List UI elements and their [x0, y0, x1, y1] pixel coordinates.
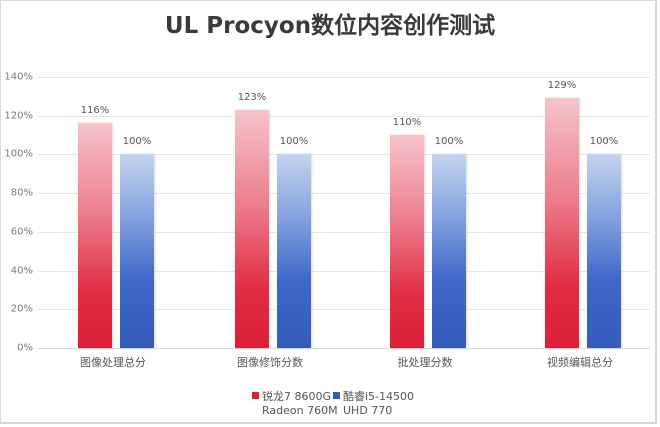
y-tick-label: 120% [4, 110, 33, 122]
legend-swatch-red-icon [252, 392, 259, 399]
x-tick-label: 图像处理总分 [80, 356, 146, 369]
plot-area: 0% 20% 40% 60% 80% 100% 120% 140% 116% 100% 123% 10… [4, 72, 650, 354]
y-tick-label: 80% [10, 187, 33, 199]
gridline [38, 348, 650, 349]
x-tick-label: 视频编辑总分 [547, 356, 613, 369]
gridline [38, 77, 650, 78]
data-label: 100% [279, 136, 309, 148]
bar-intel [277, 154, 311, 348]
legend-sublabel-amd: Radeon 760M [262, 404, 338, 417]
y-tick-label: 60% [10, 226, 33, 238]
gridline [38, 154, 650, 156]
y-tick-label: 140% [4, 71, 33, 83]
y-tick-label: 40% [10, 265, 33, 277]
y-tick-label: 100% [4, 148, 33, 160]
gridline [38, 231, 650, 233]
bar-amd [545, 98, 579, 348]
bar-intel [120, 154, 154, 348]
legend-label-amd: 锐龙7 8600G [262, 390, 332, 403]
legend-label-intel: 酷睿i5-14500 [343, 390, 415, 403]
bar-intel [432, 154, 466, 348]
x-tick-label: 图像修饰分数 [237, 356, 303, 369]
gridline [38, 193, 650, 195]
y-tick-label: 0% [17, 342, 33, 354]
gridline [38, 115, 650, 117]
data-label: 100% [589, 136, 619, 148]
data-label: 116% [80, 105, 110, 117]
bar-amd [78, 123, 112, 348]
bar-intel [587, 154, 621, 348]
x-tick-label: 批处理分数 [397, 356, 453, 369]
y-tick-label: 20% [10, 303, 33, 315]
legend-swatch-blue-icon [333, 392, 340, 399]
bar-amd [390, 135, 424, 348]
gridline [38, 309, 650, 311]
data-label: 110% [392, 117, 422, 129]
chart-title: UL Procyon数位内容创作测试 [164, 13, 496, 39]
legend-sublabel-intel: UHD 770 [343, 404, 393, 417]
bar-amd [235, 109, 269, 348]
data-label: 100% [122, 136, 152, 148]
data-label: 100% [434, 136, 464, 148]
legend-item-amd: 锐龙7 8600G Radeon 760M [252, 390, 338, 418]
data-label: 129% [547, 80, 577, 92]
legend-item-intel: 酷睿i5-14500 UHD 770 [333, 390, 414, 418]
gridline [38, 270, 650, 272]
data-label: 123% [237, 91, 267, 103]
